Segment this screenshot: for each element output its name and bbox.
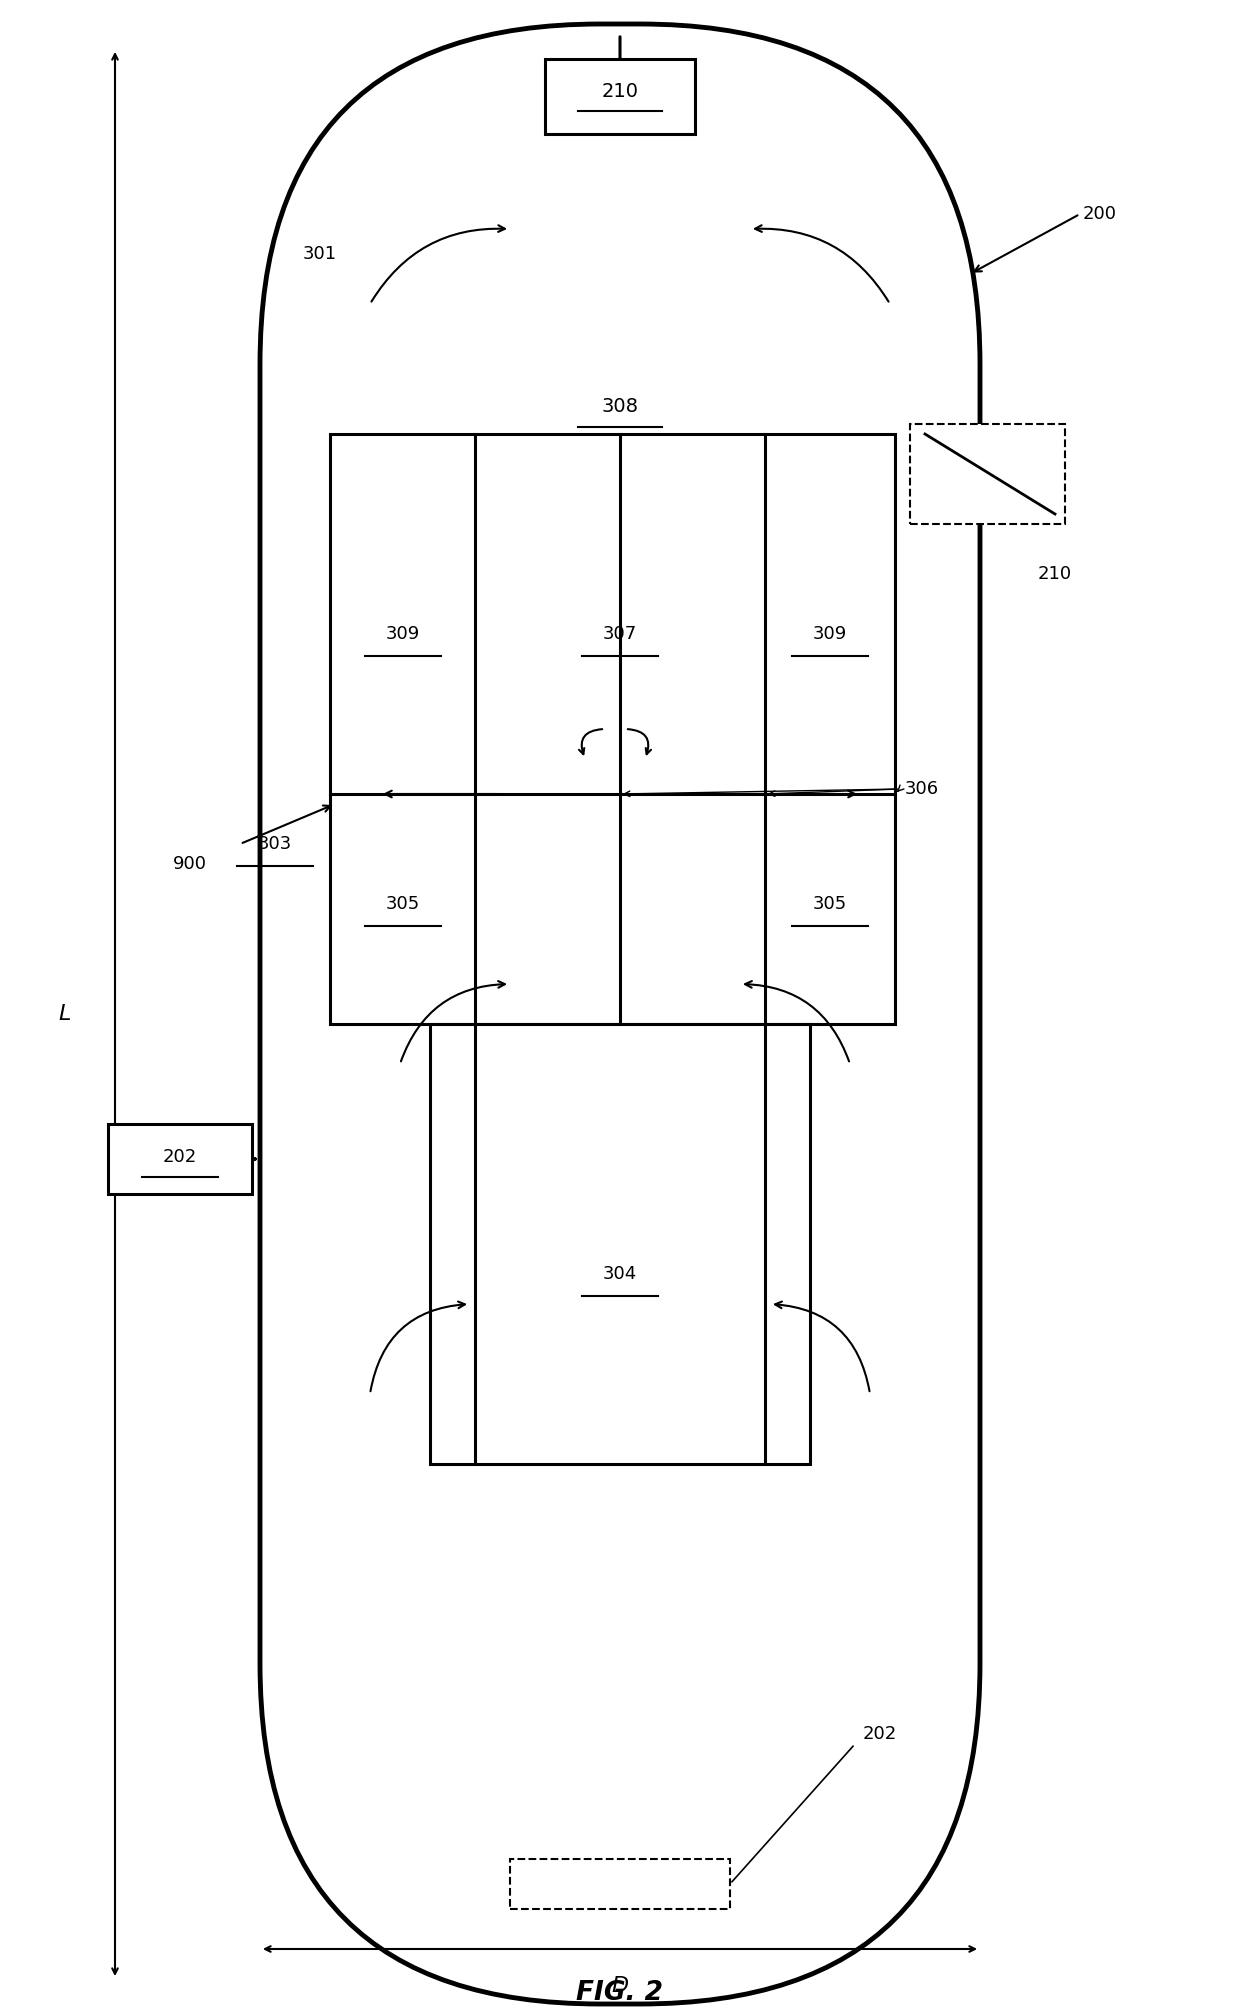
Bar xyxy=(910,425,1065,524)
Bar xyxy=(510,1859,730,1909)
Text: 303: 303 xyxy=(258,836,293,854)
Bar xyxy=(108,1124,252,1194)
Text: 301: 301 xyxy=(303,246,337,264)
Text: 305: 305 xyxy=(386,894,419,912)
Text: 305: 305 xyxy=(813,894,847,912)
Text: 306: 306 xyxy=(905,779,939,798)
Text: 308: 308 xyxy=(601,397,639,417)
Text: 309: 309 xyxy=(813,624,847,642)
Text: 202: 202 xyxy=(162,1148,197,1166)
Text: 210: 210 xyxy=(601,83,639,101)
Bar xyxy=(430,1023,810,1464)
Text: 210: 210 xyxy=(1038,566,1073,582)
Bar xyxy=(330,433,895,1023)
Text: 309: 309 xyxy=(386,624,419,642)
Text: 304: 304 xyxy=(603,1265,637,1283)
Text: FIG. 2: FIG. 2 xyxy=(577,1980,663,2006)
FancyBboxPatch shape xyxy=(260,24,980,2004)
Bar xyxy=(546,58,694,135)
Text: 200: 200 xyxy=(1083,205,1117,224)
Text: 202: 202 xyxy=(863,1726,897,1742)
Text: 900: 900 xyxy=(174,856,207,872)
Text: L: L xyxy=(58,1005,71,1023)
Text: 307: 307 xyxy=(603,624,637,642)
Text: D: D xyxy=(611,1976,629,1996)
